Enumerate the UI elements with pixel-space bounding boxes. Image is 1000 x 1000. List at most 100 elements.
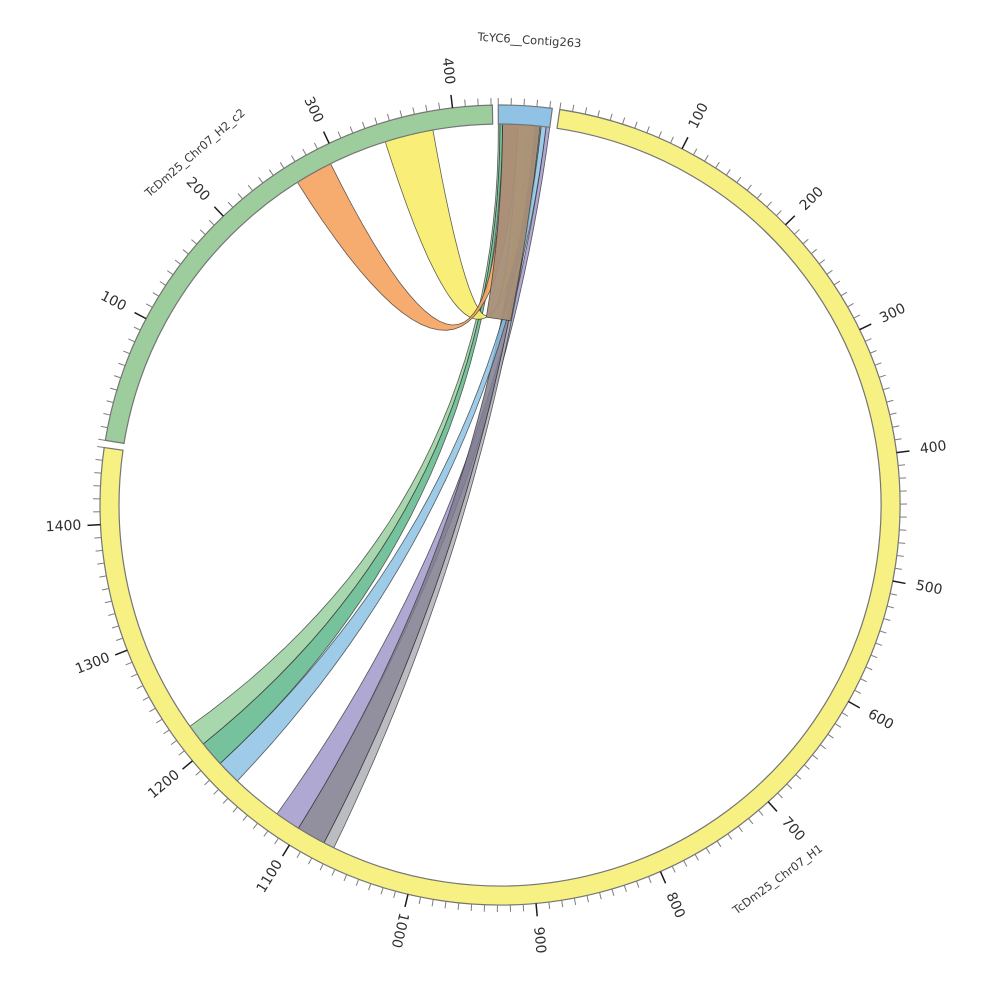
tick-label: 800: [663, 890, 688, 921]
minor-tick: [199, 229, 206, 235]
minor-tick: [599, 892, 602, 900]
minor-tick: [671, 865, 676, 873]
minor-tick: [213, 788, 220, 795]
tick-label: 600: [865, 706, 896, 733]
major-tick: [535, 903, 538, 917]
minor-tick: [227, 201, 234, 208]
major-tick: [182, 760, 193, 770]
tick-label: 400: [919, 438, 948, 457]
minor-tick: [889, 412, 897, 416]
major-tick: [848, 700, 861, 709]
minor-tick: [802, 238, 809, 245]
minor-tick: [896, 555, 904, 557]
minor-tick: [237, 193, 243, 200]
minor-tick: [97, 562, 105, 565]
minor-tick: [170, 740, 177, 746]
minor-tick: [736, 176, 742, 183]
minor-tick: [611, 888, 615, 896]
minor-tick: [536, 99, 539, 107]
segment-band-h2: [104, 104, 494, 445]
tick-label: 100: [686, 100, 712, 131]
segment-label-h1: TcDm25_Chr07_H1: [729, 841, 825, 917]
minor-tick: [854, 689, 862, 694]
minor-tick: [704, 155, 709, 162]
minor-tick: [869, 350, 877, 354]
minor-tick: [136, 685, 144, 690]
minor-tick: [123, 350, 130, 355]
minor-tick: [302, 148, 307, 156]
minor-tick: [457, 902, 460, 910]
minor-tick: [100, 425, 108, 429]
minor-tick: [875, 642, 883, 646]
tick-label: 1400: [45, 518, 81, 536]
ribbon-brown-overlap: [485, 123, 541, 322]
major-tick: [659, 871, 667, 884]
minor-tick: [573, 897, 577, 906]
minor-tick: [894, 438, 902, 441]
minor-tick: [727, 833, 733, 840]
minor-tick: [879, 630, 887, 634]
minor-tick: [586, 895, 589, 903]
minor-tick: [331, 869, 336, 876]
minor-tick: [874, 362, 882, 366]
minor-tick: [794, 229, 800, 235]
minor-tick: [748, 818, 754, 825]
tick-label: 900: [530, 926, 548, 954]
minor-tick: [337, 131, 342, 139]
minor-tick: [438, 102, 441, 110]
minor-tick: [308, 857, 313, 865]
minor-tick: [795, 774, 802, 780]
tick-label: 400: [439, 57, 458, 85]
major-tick: [896, 450, 910, 454]
minor-tick: [386, 113, 390, 121]
tick-label: 1000: [388, 911, 412, 949]
minor-tick: [258, 176, 264, 184]
minor-tick: [247, 184, 253, 192]
minor-tick: [263, 830, 269, 837]
tick-label: 500: [914, 578, 943, 599]
minor-tick: [878, 374, 886, 378]
tick-label: 200: [183, 174, 213, 204]
minor-tick: [355, 879, 360, 886]
minor-tick: [374, 117, 378, 125]
minor-tick: [818, 259, 826, 265]
minor-tick: [464, 99, 466, 107]
segment-label-contig: TcYC6__Contig263: [476, 30, 582, 51]
minor-tick: [418, 896, 422, 904]
tick-label: 1100: [254, 857, 286, 896]
minor-tick: [635, 880, 640, 888]
minor-tick: [362, 121, 366, 129]
minor-tick: [715, 161, 720, 169]
minor-tick: [155, 718, 163, 724]
minor-tick: [116, 637, 123, 641]
minor-tick: [692, 148, 698, 156]
minor-tick: [279, 162, 285, 169]
major-tick: [281, 844, 291, 857]
major-tick: [404, 894, 409, 908]
minor-tick: [623, 885, 627, 893]
minor-tick: [897, 464, 906, 466]
tick-label: 700: [778, 814, 808, 845]
minor-tick: [222, 797, 229, 804]
minor-tick: [737, 825, 743, 833]
tick-label: 1300: [73, 650, 112, 678]
minor-tick: [399, 110, 403, 118]
minor-tick: [133, 326, 141, 331]
minor-tick: [549, 101, 552, 109]
minor-tick: [106, 400, 114, 404]
minor-tick: [108, 613, 116, 616]
tick-label: 300: [300, 94, 326, 125]
minor-tick: [103, 412, 111, 416]
minor-tick: [145, 303, 153, 308]
minor-tick: [152, 292, 160, 297]
minor-tick: [182, 249, 189, 255]
minor-tick: [99, 575, 107, 578]
major-tick: [87, 523, 101, 527]
minor-tick: [841, 712, 849, 717]
minor-tick: [349, 126, 354, 134]
minor-tick: [195, 770, 202, 776]
major-tick: [892, 580, 906, 585]
minor-tick: [840, 291, 848, 297]
minor-tick: [166, 270, 174, 276]
